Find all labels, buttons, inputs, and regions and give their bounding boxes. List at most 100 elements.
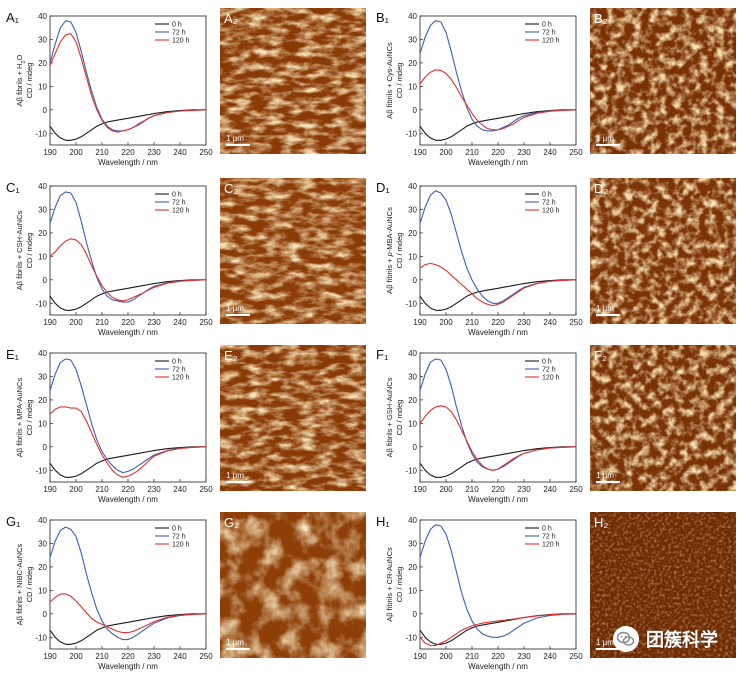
y-tick-label: 0 [413, 610, 418, 619]
scale-bar-label: 1 μm [596, 304, 614, 313]
x-tick-label: 190 [413, 485, 427, 494]
scale-bar-label: 1 μm [596, 638, 614, 647]
x-tick-label: 250 [569, 485, 583, 494]
panel-letter-e1: E₁ [6, 347, 20, 362]
scale-bar-label: 1 μm [226, 471, 244, 480]
legend-label-120h: 120 h [542, 208, 560, 215]
x-tick-label: 190 [413, 148, 427, 157]
panel-letter-c1: C₁ [6, 180, 20, 195]
legend-label-120h: 120 h [172, 208, 190, 215]
y-tick-label: -10 [405, 129, 417, 138]
x-axis-label: Wavelength / nm [468, 158, 528, 167]
y-tick-label: 0 [43, 610, 48, 619]
y-axis-label-unit: CD / mdeg [395, 233, 404, 269]
legend-label-72h: 72 h [172, 200, 186, 207]
afm-image-d: D₂ 1 μm [590, 178, 736, 324]
y-tick-label: 10 [38, 586, 47, 595]
x-tick-label: 200 [439, 148, 453, 157]
x-tick-label: 240 [173, 318, 187, 327]
y-tick-label: 10 [38, 252, 47, 261]
y-tick-label: 20 [38, 396, 47, 405]
legend-label-120h: 120 h [172, 38, 190, 45]
y-tick-label: -10 [35, 633, 47, 642]
x-tick-label: 240 [543, 485, 557, 494]
legend-label-0h: 0 h [542, 22, 552, 29]
series-line-120h [419, 69, 577, 131]
x-tick-label: 210 [95, 485, 109, 494]
y-axis-label-unit: CD / mdeg [25, 567, 34, 603]
x-tick-label: 230 [147, 485, 161, 494]
x-tick-label: 220 [491, 485, 505, 494]
x-tick-label: 220 [491, 148, 505, 157]
y-tick-label: 0 [43, 276, 48, 285]
y-tick-label: 20 [408, 563, 417, 572]
x-tick-label: 190 [43, 318, 57, 327]
x-tick-label: 230 [517, 485, 531, 494]
y-tick-label: 0 [413, 276, 418, 285]
y-tick-label: 30 [408, 539, 417, 548]
y-axis-label-sample: Aβ fibrils + CSH-AuNCs [15, 210, 24, 290]
series-line-0h [49, 279, 206, 311]
panel-letter-g1: G₁ [6, 514, 21, 529]
y-tick-label: 20 [38, 563, 47, 572]
series-line-72h [49, 358, 207, 474]
legend-label-72h: 72 h [172, 367, 186, 374]
x-tick-label: 250 [199, 318, 213, 327]
series-line-120h [49, 593, 207, 634]
cd-panel-b: B₁ 190 200 210 220 230 240 250 -10 0 10 20 30 40 Wavel… [376, 10, 583, 167]
y-tick-label: 30 [38, 539, 47, 548]
x-tick-label: 250 [199, 652, 213, 661]
x-tick-label: 250 [199, 148, 213, 157]
y-tick-label: 20 [408, 396, 417, 405]
x-axis-label: Wavelength / nm [468, 495, 528, 504]
x-axis-label: Wavelength / nm [98, 158, 158, 167]
x-tick-label: 210 [95, 318, 109, 327]
x-tick-label: 220 [121, 318, 135, 327]
x-tick-label: 220 [121, 485, 135, 494]
series-line-0h [49, 109, 206, 141]
x-tick-label: 210 [95, 148, 109, 157]
y-tick-label: -10 [405, 299, 417, 308]
y-tick-label: 40 [38, 182, 47, 191]
legend-label-0h: 0 h [542, 359, 552, 366]
x-tick-label: 250 [569, 148, 583, 157]
scale-bar-label: 1 μm [596, 471, 614, 480]
x-axis-label: Wavelength / nm [468, 662, 528, 671]
y-tick-label: 30 [408, 205, 417, 214]
y-tick-label: 40 [408, 349, 417, 358]
y-axis-label-sample: Aβ fibrils + MPA-AuNCs [15, 378, 24, 458]
panel-letter-a1: A₁ [6, 10, 20, 25]
afm-texture [220, 8, 366, 154]
legend-label-72h: 72 h [542, 367, 556, 374]
panel-letter-f1: F₁ [376, 347, 389, 362]
afm-texture [590, 345, 736, 491]
x-tick-label: 230 [147, 318, 161, 327]
panel-letter-a2: A₂ [224, 11, 238, 26]
y-axis-label-unit: CD / mdeg [25, 233, 34, 269]
afm-image-g: G₂ 1 μm [220, 512, 366, 658]
cd-panel-a: A₁ 190 200 210 220 230 240 250 -10 0 10 20 30 40 Wavel… [6, 10, 213, 167]
y-tick-label: -10 [35, 299, 47, 308]
y-axis-label-sample: Aβ fibrils + H2O [15, 54, 27, 106]
afm-image-b: B₂ 1 μm [590, 8, 736, 154]
afm-texture [590, 8, 736, 154]
panel-letter-h2: H₂ [594, 515, 608, 530]
series-line-120h [49, 406, 207, 478]
legend-label-120h: 120 h [542, 375, 560, 382]
x-tick-label: 240 [173, 148, 187, 157]
y-tick-label: 30 [38, 205, 47, 214]
x-axis-label: Wavelength / nm [98, 495, 158, 504]
x-tick-label: 250 [199, 485, 213, 494]
panel-letter-b1: B₁ [376, 10, 390, 25]
x-tick-label: 230 [517, 652, 531, 661]
x-tick-label: 210 [95, 652, 109, 661]
x-tick-label: 210 [465, 148, 479, 157]
x-tick-label: 250 [569, 652, 583, 661]
x-tick-label: 200 [439, 318, 453, 327]
afm-image-a: A₂ 1 μm [220, 8, 366, 154]
x-tick-label: 210 [465, 652, 479, 661]
x-tick-label: 220 [491, 318, 505, 327]
y-axis-label-sample: Aβ fibrils + GSH-AuNCs [385, 377, 394, 457]
series-line-120h [419, 613, 577, 647]
